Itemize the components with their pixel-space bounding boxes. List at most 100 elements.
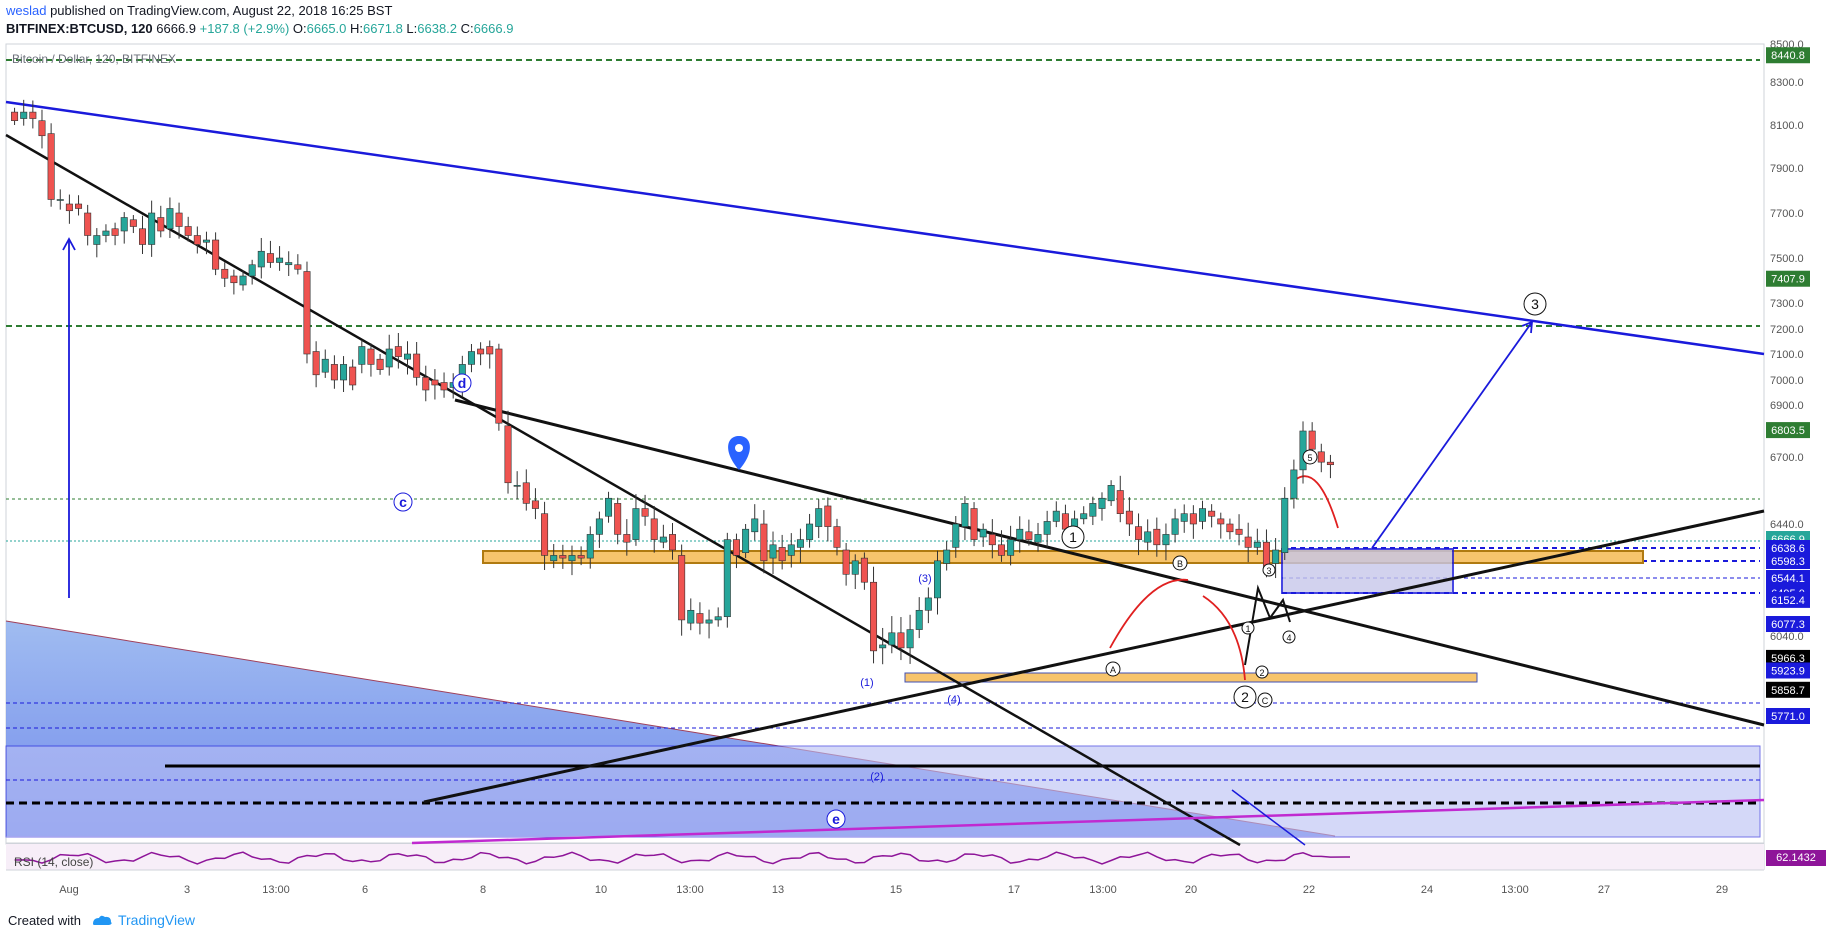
candle-body xyxy=(367,348,375,365)
candle-body xyxy=(257,250,265,268)
price-tag-label: 6598.3 xyxy=(1771,556,1805,568)
price-tag-bg xyxy=(1766,422,1810,439)
candle-body xyxy=(833,526,841,548)
symbol-line: BITFINEX:BTCUSD, 120 6666.9 +187.8 (+2.9… xyxy=(6,21,513,36)
candle-body xyxy=(924,597,932,611)
candle-body xyxy=(266,253,274,263)
candle-body xyxy=(431,379,439,386)
map-pin-icon[interactable] xyxy=(728,436,750,470)
price-tick: 6440.0 xyxy=(1770,519,1804,531)
candle-body xyxy=(294,264,302,270)
candle-body xyxy=(1281,497,1289,554)
candle-body xyxy=(787,544,795,556)
candle-body xyxy=(906,629,914,649)
svg-text:C: C xyxy=(1262,696,1269,706)
candle-body xyxy=(1226,523,1234,533)
candle-body xyxy=(239,275,247,286)
time-tick: Aug xyxy=(59,884,79,896)
candle-body xyxy=(659,536,667,543)
candle-body xyxy=(860,557,868,583)
black-wave-c xyxy=(1244,584,1291,666)
price-tick: 7300.0 xyxy=(1770,298,1804,310)
candle-body xyxy=(595,518,603,535)
candle-body xyxy=(349,366,357,386)
price-tag-bg xyxy=(1766,591,1810,608)
candle-body xyxy=(714,616,722,621)
tradingview-logo[interactable]: TradingView xyxy=(91,912,195,928)
ohlc-o: O:6665.0 xyxy=(292,21,347,36)
candle-body xyxy=(102,230,110,236)
price-tag-label: 6803.5 xyxy=(1771,425,1805,437)
candle-body xyxy=(47,133,55,200)
price-tag-label: 5771.0 xyxy=(1771,711,1805,723)
svg-text:1: 1 xyxy=(1069,529,1077,545)
candle-body xyxy=(806,523,814,540)
price-tag-bg xyxy=(1766,553,1810,569)
candle-body xyxy=(148,212,156,245)
time-tick: 3 xyxy=(184,884,190,896)
candle-body xyxy=(824,505,832,527)
candle-body xyxy=(276,257,284,263)
candle-body xyxy=(38,120,46,137)
time-tick: 10 xyxy=(595,884,607,896)
candle-body xyxy=(1208,510,1216,517)
publish-line: weslad published on TradingView.com, Aug… xyxy=(6,3,392,18)
candle-body xyxy=(586,534,594,559)
candle-body xyxy=(961,503,969,527)
svg-text:2: 2 xyxy=(1241,689,1249,705)
price-tag-bg xyxy=(1766,616,1810,633)
price-tag-label: 6152.4 xyxy=(1771,595,1805,607)
candle-body xyxy=(1171,518,1179,535)
price-tag-label: 8440.8 xyxy=(1771,50,1805,62)
candle-body xyxy=(1080,513,1088,520)
rsi-line xyxy=(14,851,1350,865)
red-arc-c xyxy=(1294,475,1339,529)
candle-body xyxy=(952,523,960,548)
candle-body xyxy=(988,534,996,546)
author-link[interactable]: weslad xyxy=(6,3,47,18)
candle-body xyxy=(422,377,430,391)
price-tag-label: 7407.9 xyxy=(1771,274,1805,286)
price-tag-bg xyxy=(1766,540,1810,556)
candle-body xyxy=(184,226,192,236)
candle-body xyxy=(1025,531,1033,540)
rsi-value-tag: 62.1432 xyxy=(1766,850,1826,866)
black-downtrend-d xyxy=(454,398,1765,727)
candle-body xyxy=(29,111,37,119)
candle-body xyxy=(678,555,686,621)
candle-body xyxy=(723,539,731,618)
candle-body xyxy=(312,351,320,376)
candle-body xyxy=(879,644,887,649)
svg-text:A: A xyxy=(1110,665,1116,675)
svg-text:e: e xyxy=(832,811,840,827)
candle-body xyxy=(732,539,740,556)
candle-body xyxy=(1235,528,1243,535)
candle-body xyxy=(11,111,19,121)
price-tick: 7900.0 xyxy=(1770,163,1804,175)
magenta-trendline xyxy=(411,798,1765,845)
blue-target-arrow xyxy=(1371,321,1533,549)
candle-body xyxy=(111,228,119,236)
candle-body xyxy=(1007,539,1015,556)
candle-body xyxy=(632,508,640,540)
candle-body xyxy=(1116,490,1124,514)
candle-body xyxy=(330,364,338,381)
created-with: Created with xyxy=(8,912,81,928)
candle-body xyxy=(1180,513,1188,522)
price-tags: 8440.87407.96803.56666.96638.66598.36544… xyxy=(1766,47,1810,724)
candle-body xyxy=(1262,541,1270,567)
price-tick: 7200.0 xyxy=(1770,324,1804,336)
candle-body xyxy=(1098,497,1106,509)
svg-text:(2): (2) xyxy=(870,771,883,783)
svg-text:(4): (4) xyxy=(947,694,960,706)
candle-body xyxy=(440,382,448,391)
price-tick: 7500.0 xyxy=(1770,253,1804,265)
price-tag-bg xyxy=(1766,708,1810,724)
candle-body xyxy=(1144,531,1152,543)
time-axis: Aug 3 13:00 6 8 10 13:00 13 15 17 13:00 20 22 24 13:00… xyxy=(59,884,1728,896)
candle-body xyxy=(979,528,987,538)
time-tick: 17 xyxy=(1008,884,1020,896)
candle-body xyxy=(851,560,859,575)
candle-body xyxy=(541,513,549,556)
